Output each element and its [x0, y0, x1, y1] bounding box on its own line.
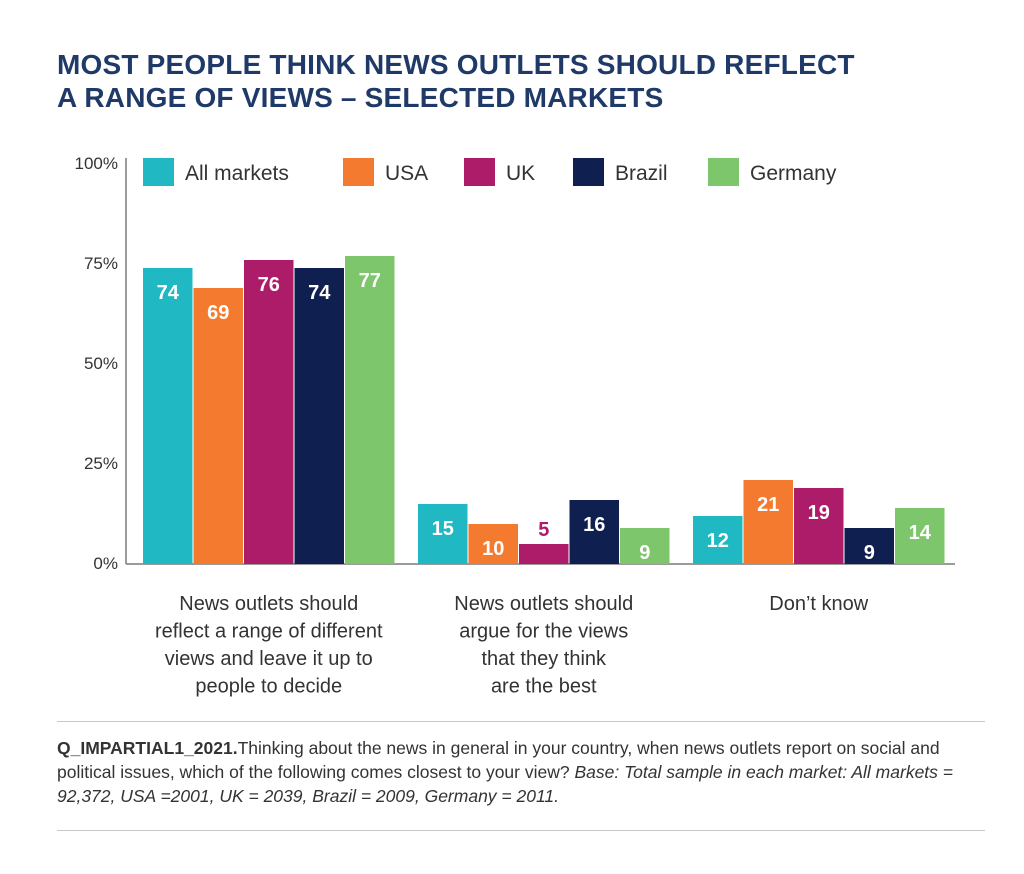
- data-label: 15: [432, 518, 454, 540]
- footnote-top-divider: [57, 721, 985, 722]
- bar: [693, 516, 743, 564]
- legend-label: Brazil: [615, 162, 668, 185]
- data-label: 9: [639, 542, 650, 564]
- legend-swatch: [708, 158, 739, 186]
- data-label: 19: [808, 502, 830, 524]
- data-label: 74: [308, 282, 331, 304]
- data-label: 9: [864, 542, 875, 564]
- data-label: 77: [359, 270, 381, 292]
- data-label: 21: [757, 494, 779, 516]
- bar-chart: 0% 25% 50% 75% 100% 74 15 12 69 10 21 76 5 19 74 16 9 77 9…: [75, 154, 955, 698]
- x-category-label: Don’t know: [769, 593, 868, 615]
- footnote-base: Base: Total sample in each market: All m…: [57, 762, 953, 806]
- data-label: 76: [258, 274, 280, 296]
- x-category-label: views and leave it up to: [165, 648, 373, 670]
- x-category-label: reflect a range of different: [155, 621, 383, 643]
- bar: [569, 500, 619, 564]
- data-label: 14: [909, 522, 932, 544]
- x-category-label: argue for the views: [459, 621, 628, 643]
- footnote: Q_IMPARTIAL1_2021.Thinking about the new…: [57, 736, 987, 808]
- data-label: 16: [583, 514, 605, 536]
- bar: [844, 528, 894, 564]
- chart-title-line-2: A RANGE OF VIEWS – SELECTED MARKETS: [57, 82, 664, 113]
- x-category-label: News outlets should: [454, 593, 633, 615]
- data-label: 10: [482, 538, 504, 560]
- x-category-label: are the best: [491, 676, 597, 698]
- legend-swatch: [343, 158, 374, 186]
- bar: [294, 268, 344, 564]
- y-tick-label: 75%: [84, 254, 118, 273]
- legend-label: All markets: [185, 162, 289, 185]
- data-label: 5: [538, 519, 549, 541]
- legend-swatch: [143, 158, 174, 186]
- y-tick-label: 0%: [93, 554, 118, 573]
- bar: [620, 528, 670, 564]
- data-label: 69: [207, 302, 229, 324]
- bar: [519, 544, 569, 564]
- data-label: 12: [707, 530, 729, 552]
- x-category-label: News outlets should: [179, 593, 358, 615]
- y-tick-label: 50%: [84, 354, 118, 373]
- bar: [193, 288, 243, 564]
- bar: [244, 260, 294, 564]
- footnote-question-text: Thinking about the news in general in yo…: [57, 738, 940, 782]
- bar: [743, 480, 793, 564]
- y-tick-label: 100%: [75, 154, 118, 173]
- y-tick-label: 25%: [84, 454, 118, 473]
- bar: [468, 524, 518, 564]
- bar: [794, 488, 844, 564]
- bar: [143, 268, 193, 564]
- footnote-question-code: Q_IMPARTIAL1_2021.: [57, 738, 238, 758]
- x-category-label: that they think: [481, 648, 607, 670]
- legend-label: USA: [385, 162, 428, 185]
- x-category-label: people to decide: [195, 676, 342, 698]
- legend-label: UK: [506, 162, 535, 185]
- legend-label: Germany: [750, 162, 837, 185]
- footnote-bottom-divider: [57, 830, 985, 831]
- legend-swatch: [573, 158, 604, 186]
- chart-title-line-1: MOST PEOPLE THINK NEWS OUTLETS SHOULD RE…: [57, 49, 855, 80]
- bar: [895, 508, 945, 564]
- legend-swatch: [464, 158, 495, 186]
- chart-title: MOST PEOPLE THINK NEWS OUTLETS SHOULD RE…: [57, 48, 957, 114]
- bar: [345, 256, 395, 564]
- data-label: 74: [157, 282, 180, 304]
- bar: [418, 504, 468, 564]
